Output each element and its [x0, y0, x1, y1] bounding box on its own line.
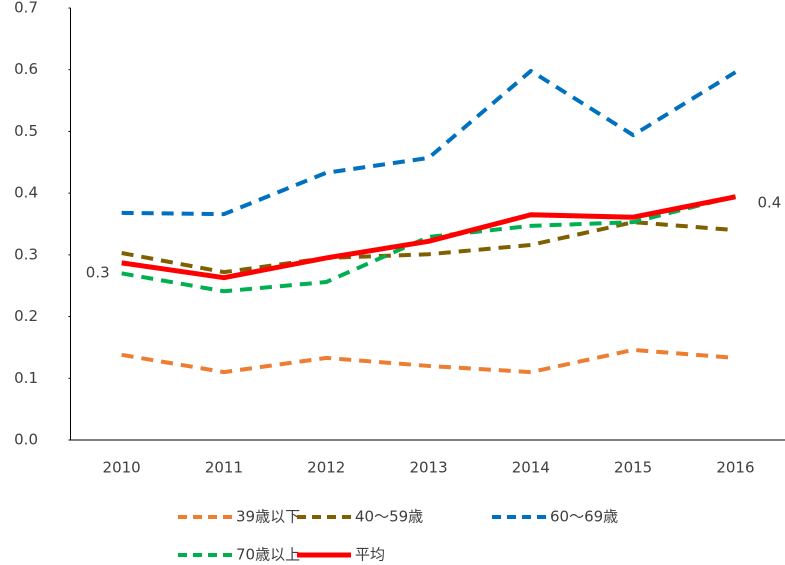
x-tick-label: 2016 [716, 459, 754, 477]
legend-label: 平均 [355, 546, 385, 564]
y-tick-label: 0.0 [14, 431, 38, 449]
y-tick-label: 0.2 [14, 307, 38, 325]
series-line [121, 194, 736, 294]
legend-label: 39歳以下 [236, 508, 300, 526]
legend-label: 40〜59歳 [355, 508, 423, 526]
x-tick-label: 2011 [205, 459, 243, 477]
y-tick-label: 0.3 [14, 245, 38, 263]
series-line [121, 347, 736, 375]
y-tick-label: 0.6 [14, 60, 38, 78]
data-label: 0.4 [757, 193, 781, 211]
x-tick-label: 2015 [614, 459, 652, 477]
x-tick-label: 2013 [409, 459, 447, 477]
x-tick-label: 2010 [103, 459, 141, 477]
legend-label: 70歳以上 [236, 546, 300, 564]
series-line [121, 220, 736, 275]
x-tick-label: 2014 [512, 459, 550, 477]
y-tick-label: 0.5 [14, 122, 38, 140]
y-tick-label: 0.1 [14, 369, 38, 387]
data-label: 0.3 [86, 263, 110, 281]
y-tick-label: 0.4 [14, 184, 38, 202]
series-line [121, 194, 736, 281]
legend-label: 60〜69歳 [550, 508, 618, 526]
y-tick-label: 0.7 [14, 0, 38, 17]
x-tick-label: 2012 [307, 459, 345, 477]
series-line [121, 68, 737, 217]
